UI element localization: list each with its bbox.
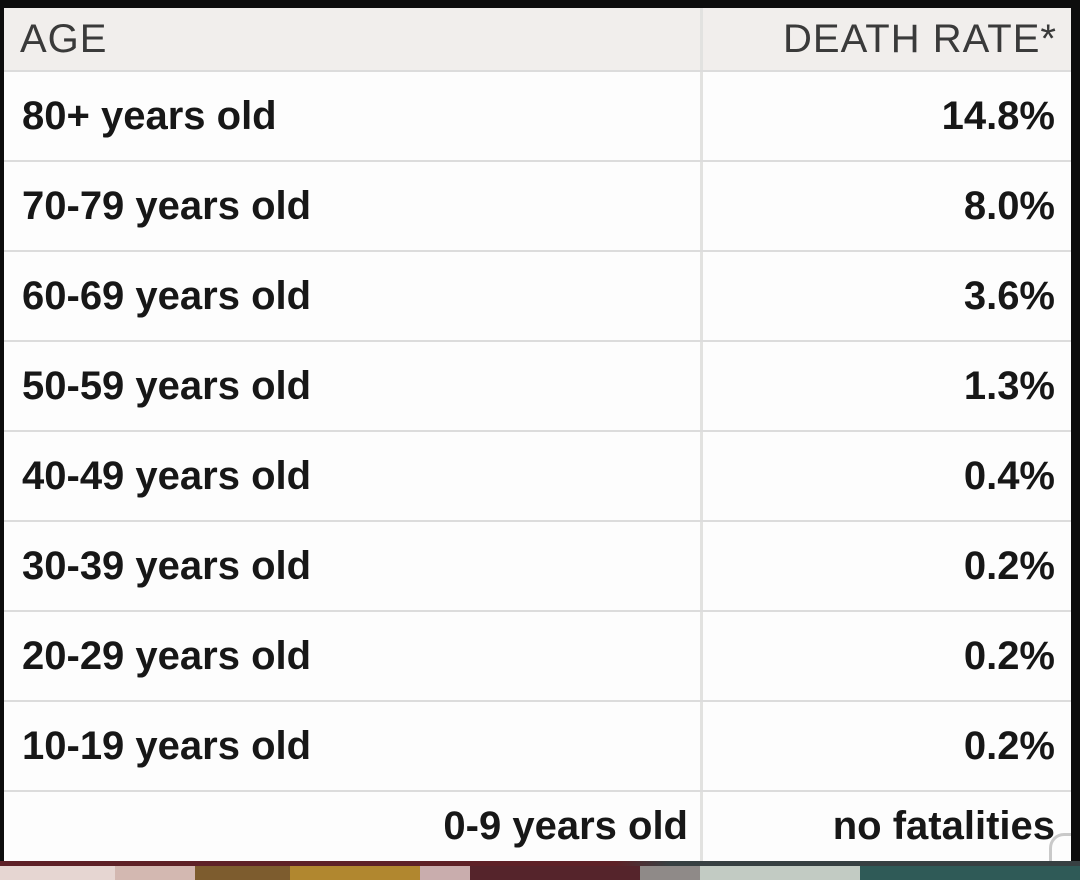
rate-cell: 1.3%: [700, 342, 1071, 430]
video-strip-segment: [420, 866, 470, 880]
frame-border-right: [1071, 0, 1080, 861]
age-column-header: AGE: [20, 16, 108, 61]
age-cell: 20-29 years old: [22, 633, 312, 678]
frame-border-top: [0, 0, 1080, 8]
table-row: 60-69 years old 3.6%: [4, 250, 1071, 340]
table-row: 20-29 years old 0.2%: [4, 610, 1071, 700]
age-cell: 50-59 years old: [22, 363, 312, 408]
table-row: 10-19 years old 0.2%: [4, 700, 1071, 790]
age-cell: 0-9 years old: [443, 804, 688, 848]
age-cell: 60-69 years old: [22, 273, 312, 318]
age-cell: 70-79 years old: [22, 183, 312, 228]
video-strip-segments: [0, 866, 1080, 880]
video-strip-segment: [700, 866, 860, 880]
video-strip-top-line: [0, 861, 1080, 866]
video-strip-segment: [470, 866, 640, 880]
video-strip-segment: [860, 866, 1080, 880]
video-strip-segment: [115, 866, 195, 880]
age-cell: 80+ years old: [22, 93, 277, 138]
age-cell: 30-39 years old: [22, 543, 312, 588]
table-row: 80+ years old 14.8%: [4, 70, 1071, 160]
age-cell: 10-19 years old: [22, 723, 312, 768]
table-header-row: AGE DEATH RATE*: [4, 8, 1071, 70]
table-row: 30-39 years old 0.2%: [4, 520, 1071, 610]
table-row: 50-59 years old 1.3%: [4, 340, 1071, 430]
video-strip-segment: [0, 866, 115, 880]
video-strip-segment: [640, 866, 700, 880]
video-strip-segment: [290, 866, 420, 880]
rate-cell: no fatalities: [700, 792, 1071, 861]
rate-cell: 14.8%: [700, 72, 1071, 160]
rate-cell: 0.2%: [700, 612, 1071, 700]
table-row: 40-49 years old 0.4%: [4, 430, 1071, 520]
table-row: 70-79 years old 8.0%: [4, 160, 1071, 250]
age-cell: 40-49 years old: [22, 453, 312, 498]
death-rate-column-header: DEATH RATE*: [700, 8, 1071, 70]
table-footer-row: 0-9 years old no fatalities: [4, 790, 1071, 861]
video-strip: [0, 861, 1080, 880]
rate-cell: 0.2%: [700, 702, 1071, 790]
rate-cell: 3.6%: [700, 252, 1071, 340]
video-overlay-corner: [1049, 833, 1071, 861]
rate-cell: 0.2%: [700, 522, 1071, 610]
frame-border-left: [0, 0, 4, 861]
rate-cell: 8.0%: [700, 162, 1071, 250]
age-death-rate-table: AGE DEATH RATE* 80+ years old 14.8% 70-7…: [4, 8, 1071, 861]
rate-cell: 0.4%: [700, 432, 1071, 520]
video-strip-segment: [195, 866, 290, 880]
